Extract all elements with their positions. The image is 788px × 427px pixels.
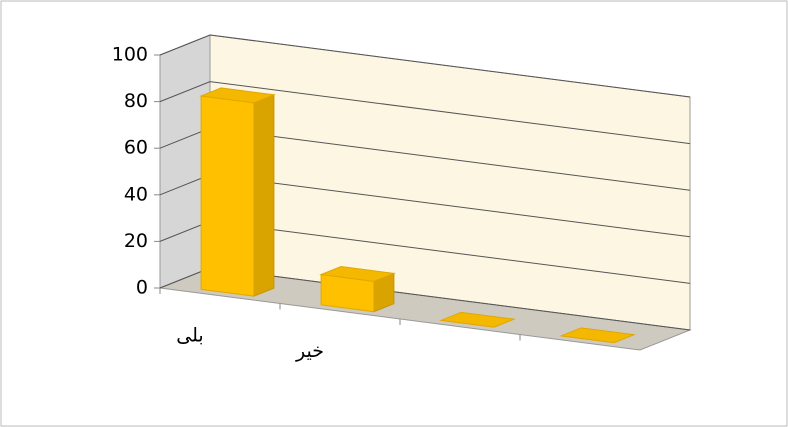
y-tick-label: 60 [124,137,148,159]
bar-top [439,311,516,328]
grid-line [159,81,691,145]
y-tick-label: 80 [124,90,148,112]
x-tick-label: بلی [176,324,203,346]
x-tick-label: خیر [295,340,324,362]
bar-side [253,94,275,297]
y-tick-label: 0 [136,277,148,299]
bar-front [200,95,255,297]
bar-top [559,327,636,344]
grid-line [159,34,691,98]
y-tick-label: 20 [124,230,148,252]
bar-top [199,87,276,104]
y-tick-label: 40 [124,183,148,205]
y-tick-label: 100 [112,44,148,66]
bar-top [319,266,396,282]
